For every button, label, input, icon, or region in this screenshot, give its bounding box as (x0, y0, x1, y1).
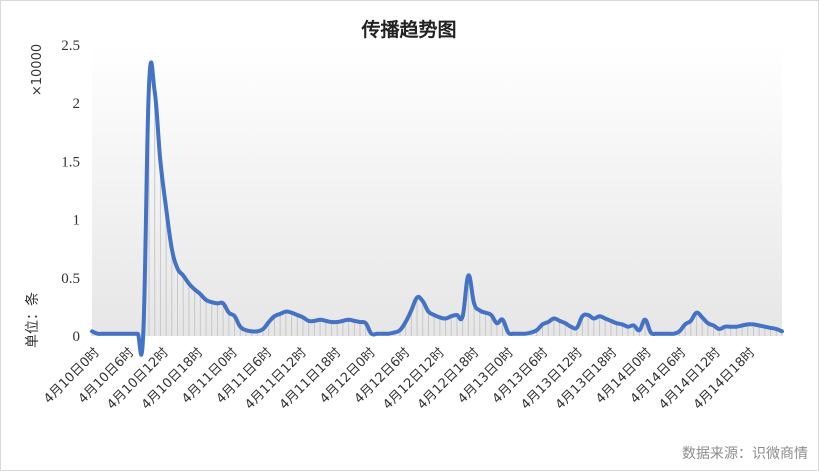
y-axis-title: 单位：条 (24, 292, 41, 348)
data-source: 数据来源：识微商情 (682, 446, 808, 462)
y-tick-label: 2 (73, 96, 81, 112)
y-tick-label: 0 (73, 329, 81, 345)
x-tick-label: 4月14日18时 (691, 345, 758, 412)
y-axis-ticks: 0 0.5 1 1.5 2 2.5 (61, 38, 80, 345)
series-line (90, 60, 784, 357)
y-tick-label: 0.5 (61, 271, 80, 287)
y-multiplier-label: ×10000 (30, 44, 45, 96)
plot-background (92, 45, 782, 336)
y-tick-label: 2.5 (61, 38, 80, 54)
chart-title: 传播趋势图 (360, 18, 456, 41)
x-axis-ticks: 4月10日0时4月10日6时4月10日12时4月10日18时4月11日0时4月1… (41, 345, 758, 412)
y-tick-label: 1 (73, 213, 81, 229)
y-tick-label: 1.5 (61, 154, 80, 170)
